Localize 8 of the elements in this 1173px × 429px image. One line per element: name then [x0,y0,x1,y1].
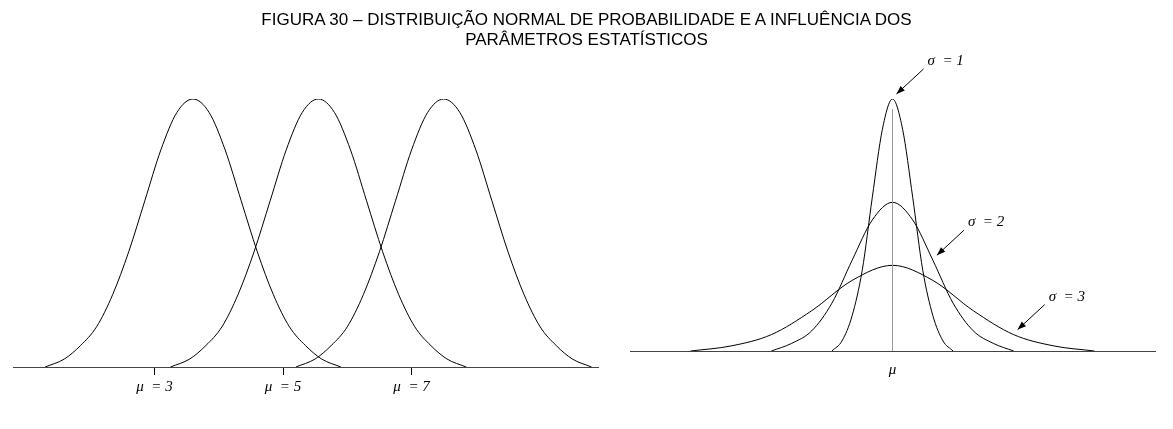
x-tick-label: μ = 5 [263,377,302,394]
text: σ = 1 [927,51,964,68]
x-tick-label: μ = 7 [392,377,432,394]
chart-title: FIGURA 30 – DISTRIBUIÇÃO NORMAL DE PROBABILIDADE E A INFLUÊNCIA DOS PARÂMETROS ESTATÍSTICOS [261,10,912,49]
text: μ [888,361,897,378]
annotation: σ = 3 [1048,287,1085,304]
annotation: σ = 2 [967,213,1005,230]
x-tick-label: μ = 3 [135,377,173,394]
